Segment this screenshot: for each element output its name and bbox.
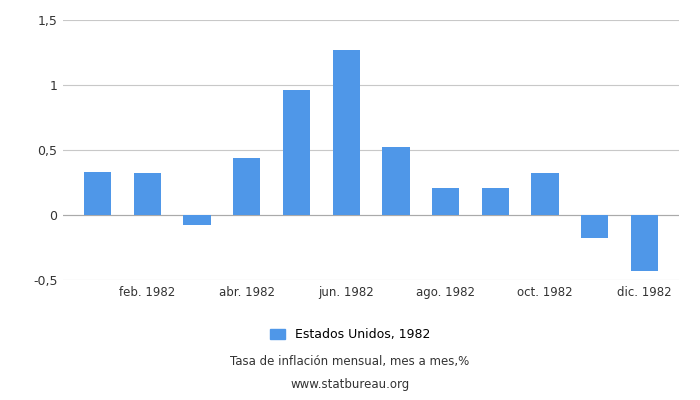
- Bar: [283, 90, 310, 215]
- Text: www.statbureau.org: www.statbureau.org: [290, 378, 410, 391]
- Legend: Estados Unidos, 1982: Estados Unidos, 1982: [270, 328, 430, 341]
- Bar: [382, 147, 410, 215]
- Bar: [482, 188, 509, 215]
- Bar: [631, 215, 658, 271]
- Bar: [183, 215, 211, 226]
- Bar: [84, 172, 111, 215]
- Text: Tasa de inflación mensual, mes a mes,%: Tasa de inflación mensual, mes a mes,%: [230, 356, 470, 368]
- Bar: [531, 174, 559, 215]
- Bar: [432, 188, 459, 215]
- Bar: [134, 174, 161, 215]
- Bar: [233, 158, 260, 215]
- Bar: [332, 50, 360, 215]
- Bar: [581, 215, 608, 238]
